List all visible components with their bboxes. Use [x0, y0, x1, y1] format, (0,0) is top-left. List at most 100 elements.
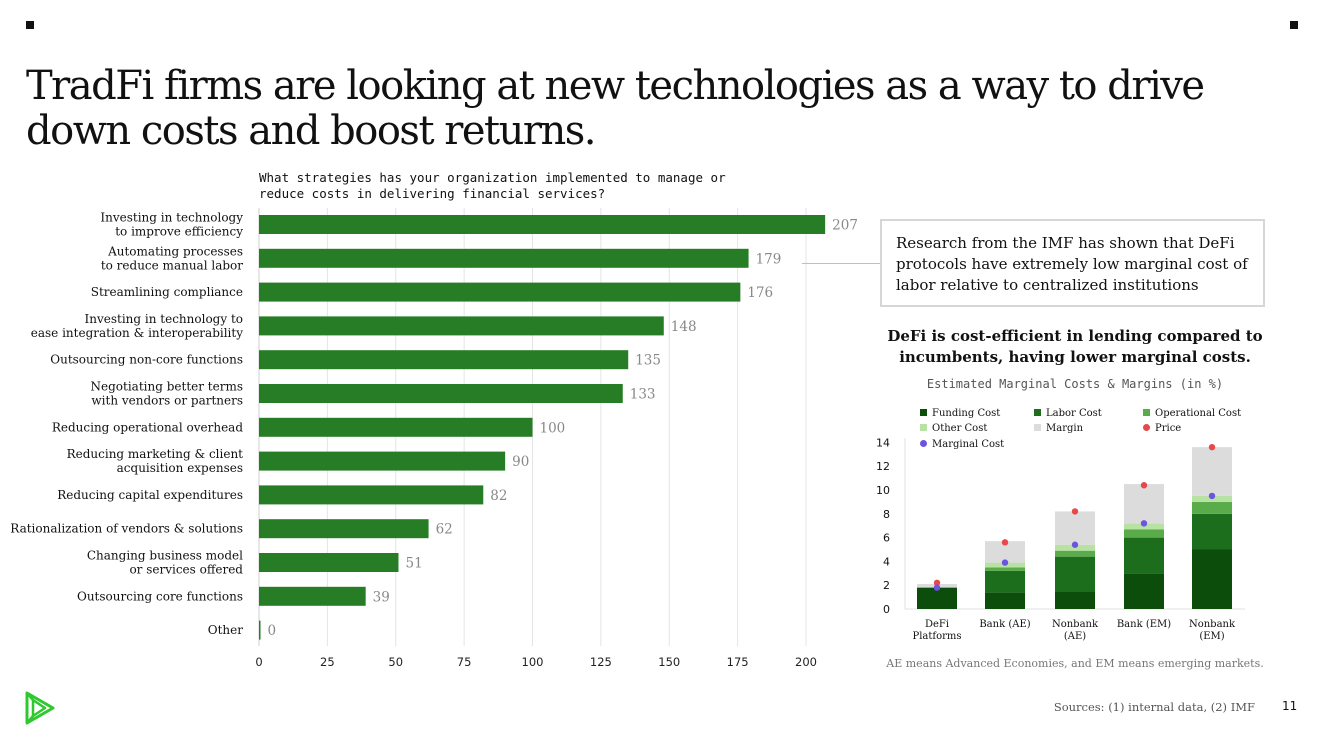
marker-point: [1071, 508, 1079, 515]
y-tick-label: 0: [883, 603, 890, 616]
legend-label: Funding Cost: [932, 408, 1000, 419]
y-tick-label: 2: [883, 579, 890, 592]
stack-segment: [1124, 537, 1164, 574]
bar: [259, 384, 623, 403]
stack-segment: [1124, 573, 1164, 609]
category-label: Streamlining compliance: [91, 285, 243, 299]
y-tick-label: 4: [883, 555, 890, 568]
legend-dot: [920, 440, 927, 447]
bar-value-label: 39: [373, 589, 390, 605]
category-label: Investing in technology to ease integrati…: [31, 312, 243, 340]
bar-value-label: 62: [436, 522, 453, 538]
stacked-chart-subtitle: Estimated Marginal Costs & Margins (in %…: [926, 377, 1224, 391]
bar-value-label: 148: [671, 319, 697, 335]
category-label: DeFi Platforms: [912, 619, 961, 642]
x-tick-label: 75: [457, 655, 472, 669]
stacked-chart-title: DeFi is cost-efficient in lending compar…: [887, 327, 1263, 366]
play-triangles-icon: [25, 691, 55, 725]
x-tick-label: 0: [255, 655, 262, 669]
imf-callout: Research from the IMF has shown that DeF…: [880, 219, 1265, 307]
category-label: Nonbank (EM): [1189, 619, 1236, 642]
bar: [259, 282, 741, 302]
legend-swatch: [1143, 409, 1150, 416]
marker-point: [1208, 443, 1216, 451]
bar: [259, 451, 506, 471]
bar-value-label: 135: [635, 353, 661, 369]
bar-value-label: 0: [268, 623, 277, 639]
legend-swatch: [920, 424, 927, 431]
callout-connector: [802, 263, 880, 264]
x-tick-label: 125: [590, 655, 612, 669]
stack-segment: [1055, 556, 1095, 592]
marker-point: [1001, 559, 1009, 566]
legend-label: Marginal Cost: [932, 439, 1004, 450]
legend-label: Labor Cost: [1046, 408, 1102, 419]
category-label: Reducing operational overhead: [52, 420, 243, 434]
category-label: Reducing marketing & client acquisition e…: [67, 447, 244, 475]
marginal-costs-stacked-chart: Funding Cost Labor Cost Operational Cost Ot…: [876, 408, 1245, 642]
stack-segment: [1124, 529, 1164, 538]
sources-note: Sources: (1) internal data, (2) IMF: [1053, 700, 1255, 714]
bar: [259, 519, 429, 539]
x-tick-label: 200: [795, 655, 817, 669]
x-tick-label: 50: [388, 655, 403, 669]
bar: [259, 417, 533, 437]
footnote: AE means Advanced Economies, and EM mean…: [886, 657, 1264, 670]
bar: [259, 350, 629, 370]
marker-point: [1001, 539, 1009, 546]
x-tick-label: 25: [320, 655, 335, 669]
bar: [259, 553, 399, 572]
bar-value-label: 90: [512, 454, 529, 470]
bar-value-label: 82: [490, 488, 507, 504]
category-label: Automating processes to reduce manual lab…: [101, 244, 243, 272]
category-label: Outsourcing core functions: [77, 589, 243, 603]
legend-swatch: [1034, 424, 1041, 431]
bar: [259, 248, 749, 268]
category-label: Investing in technology to improve effici…: [100, 211, 243, 239]
stack-segment: [1192, 447, 1232, 496]
marker-point: [1140, 520, 1148, 527]
category-label: Outsourcing non-core functions: [50, 353, 243, 367]
bar: [259, 586, 366, 606]
category-label: Nonbank (AE): [1052, 619, 1099, 642]
x-tick-label: 100: [522, 655, 544, 669]
stack-segment: [1055, 511, 1095, 545]
y-tick-label: 14: [876, 436, 890, 449]
category-label: Other: [208, 623, 243, 637]
x-tick-label: 175: [727, 655, 749, 669]
legend-label: Price: [1155, 423, 1181, 434]
stack-segment: [1192, 549, 1232, 609]
y-tick-label: 10: [876, 484, 890, 497]
marker-point: [1208, 492, 1216, 500]
y-tick-label: 12: [876, 460, 890, 473]
legend-label: Margin: [1046, 423, 1084, 434]
marker-point: [1140, 482, 1148, 489]
marker-point: [1071, 541, 1079, 548]
category-label: Negotiating better terms with vendors or …: [91, 380, 243, 408]
category-label: Reducing capital expenditures: [57, 488, 243, 502]
x-tick-label: 150: [658, 655, 680, 669]
bar: [259, 620, 261, 640]
corner-mark-right: [1290, 21, 1298, 29]
bar-value-label: 51: [405, 556, 422, 572]
legend-swatch: [1034, 409, 1041, 416]
legend-label: Other Cost: [932, 423, 987, 434]
bar-value-label: 100: [540, 420, 566, 436]
marker-point: [933, 584, 941, 591]
strategies-bar-chart: 0 25 50 75 100 125 150 175 200 207 Investing in te…: [10, 208, 858, 669]
bar-value-label: 179: [756, 251, 782, 267]
page-number: 11: [1282, 699, 1298, 713]
marker-point: [933, 579, 941, 587]
category-label: Changing business model or services offer…: [87, 549, 243, 577]
category-label: Bank (AE): [979, 619, 1030, 630]
bar-chart-title: What strategies has your organization im…: [259, 170, 726, 201]
y-tick-label: 8: [883, 508, 890, 521]
bar: [259, 316, 664, 336]
bar-value-label: 133: [630, 387, 656, 403]
legend-swatch: [920, 409, 927, 416]
bar-value-label: 176: [747, 285, 773, 301]
bar: [259, 485, 484, 505]
stack-segment: [985, 592, 1025, 609]
legend-dot: [1143, 424, 1150, 431]
category-label: Bank (EM): [1117, 619, 1171, 630]
